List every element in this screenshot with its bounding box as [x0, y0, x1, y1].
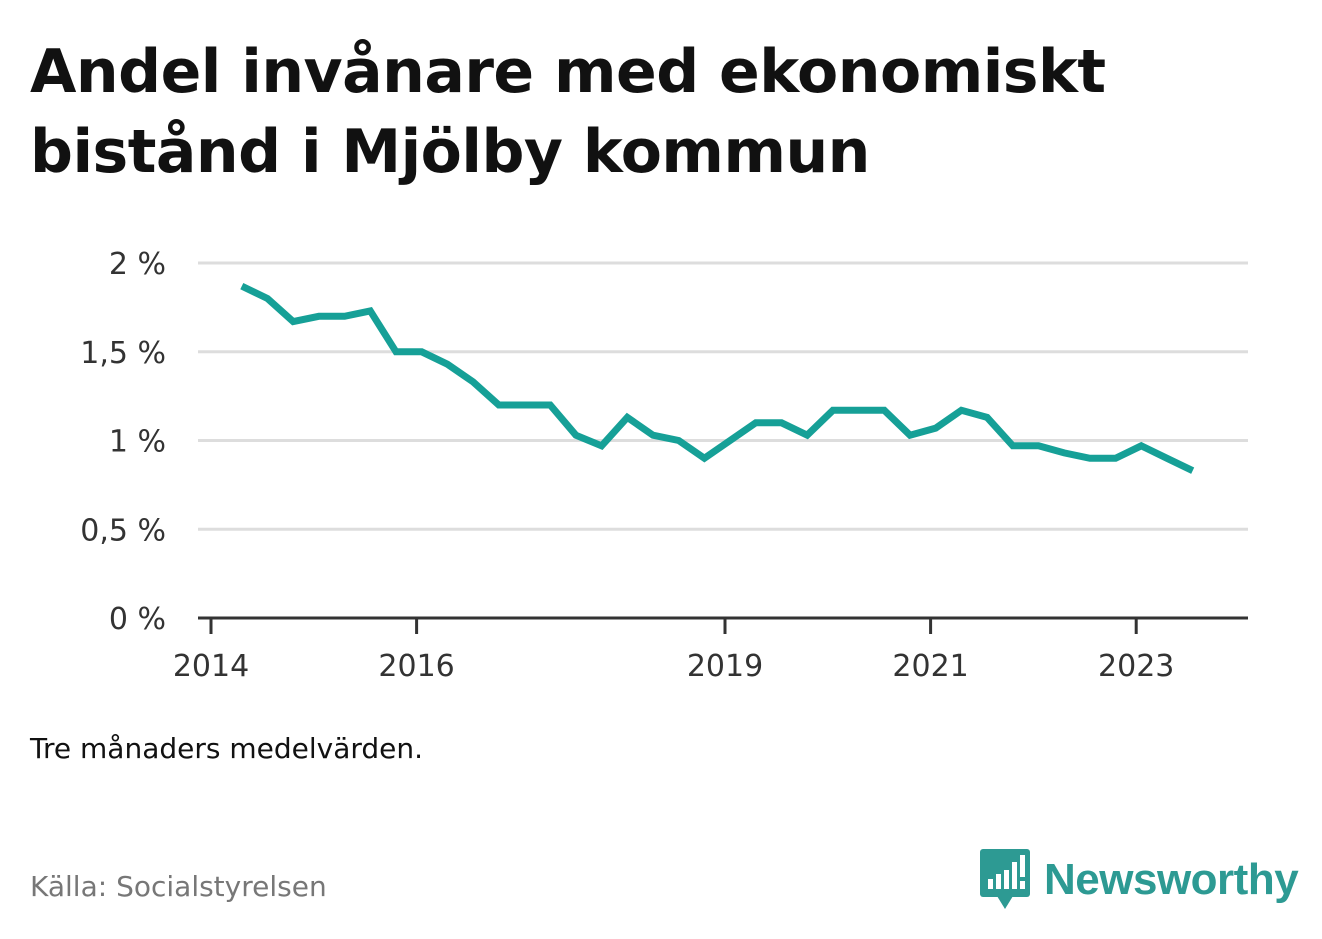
y-tick-label: 0,5 %: [80, 513, 166, 548]
x-tick-label: 2023: [1098, 649, 1174, 684]
source-credit: Källa: Socialstyrelsen: [30, 870, 327, 903]
y-tick-label: 1,5 %: [80, 336, 166, 371]
gridlines: [198, 261, 1248, 531]
x-tick-label: 2021: [892, 649, 968, 684]
brand-logo: Newsworthy: [980, 848, 1299, 912]
y-axis-labels: 0 % 0,5 % 1 % 1,5 % 2 %: [80, 247, 166, 637]
bar-chart-speech-bubble-icon: [980, 849, 1030, 909]
x-axis-labels: 2014 2016 2019 2021 2023: [173, 649, 1175, 684]
y-tick-label: 2 %: [109, 247, 166, 282]
x-tick-label: 2014: [173, 649, 249, 684]
chart-note: Tre månaders medelvärden.: [30, 732, 424, 765]
series-layer: [240, 282, 1195, 474]
x-tick-label: 2019: [687, 649, 763, 684]
x-axis-ticks: [209, 618, 1138, 634]
y-tick-label: 0 %: [109, 602, 166, 637]
brand-name: Newsworthy: [1044, 855, 1299, 904]
x-tick-label: 2016: [378, 649, 454, 684]
series-line: [240, 282, 1195, 474]
y-tick-label: 1 %: [109, 425, 166, 460]
chart-title: Andel invånare med ekonomiskt bistånd i …: [30, 37, 1106, 187]
